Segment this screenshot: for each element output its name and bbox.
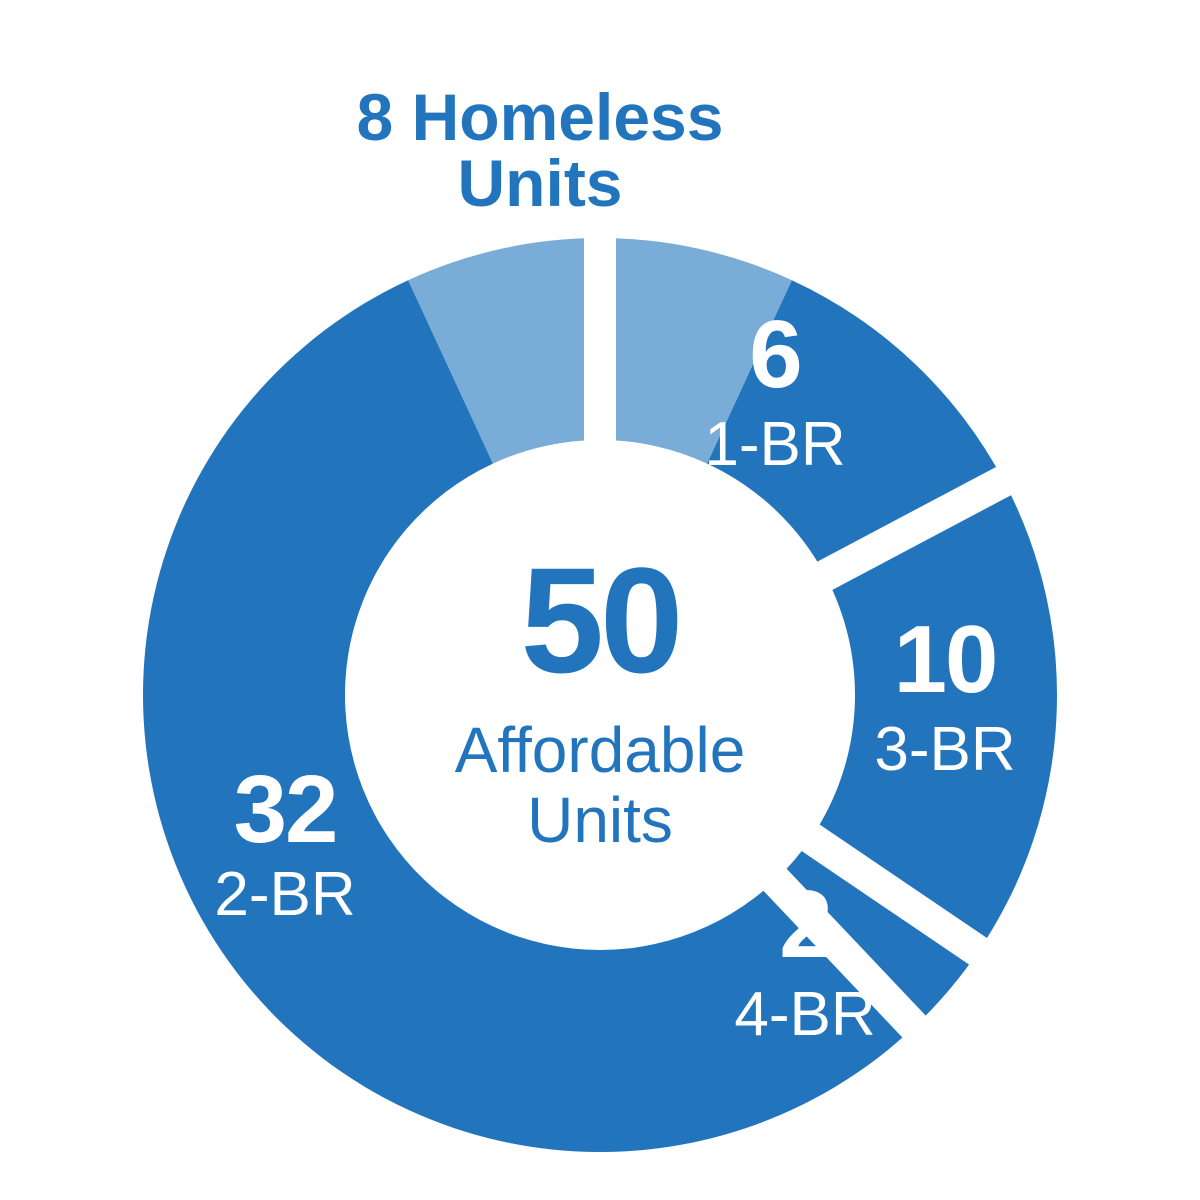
segment-name: 2-BR [214,860,356,929]
donut-segment [775,838,979,1027]
segment-gap [797,822,992,968]
segment-name: 4-BR [734,980,876,1049]
donut-segment [707,280,1004,576]
segment-gap [813,464,1016,593]
segment-gap [760,865,930,1042]
homeless-label: 8 Homeless Units [330,84,750,216]
segment-value: 10 [893,606,999,713]
segment-name: Homeless Units [411,80,724,220]
donut-segment [142,280,915,1152]
center-label: Affordable Units [454,714,746,856]
segment-name: 1-BR [704,410,846,479]
segment-value: 8 [356,80,394,154]
segment-value: 2 [779,871,832,978]
segment-value: 32 [233,756,339,863]
center-value: 50 [520,536,684,704]
donut-segment [811,480,1057,952]
segment-name: 3-BR [874,715,1016,784]
segment-value: 6 [749,301,802,408]
